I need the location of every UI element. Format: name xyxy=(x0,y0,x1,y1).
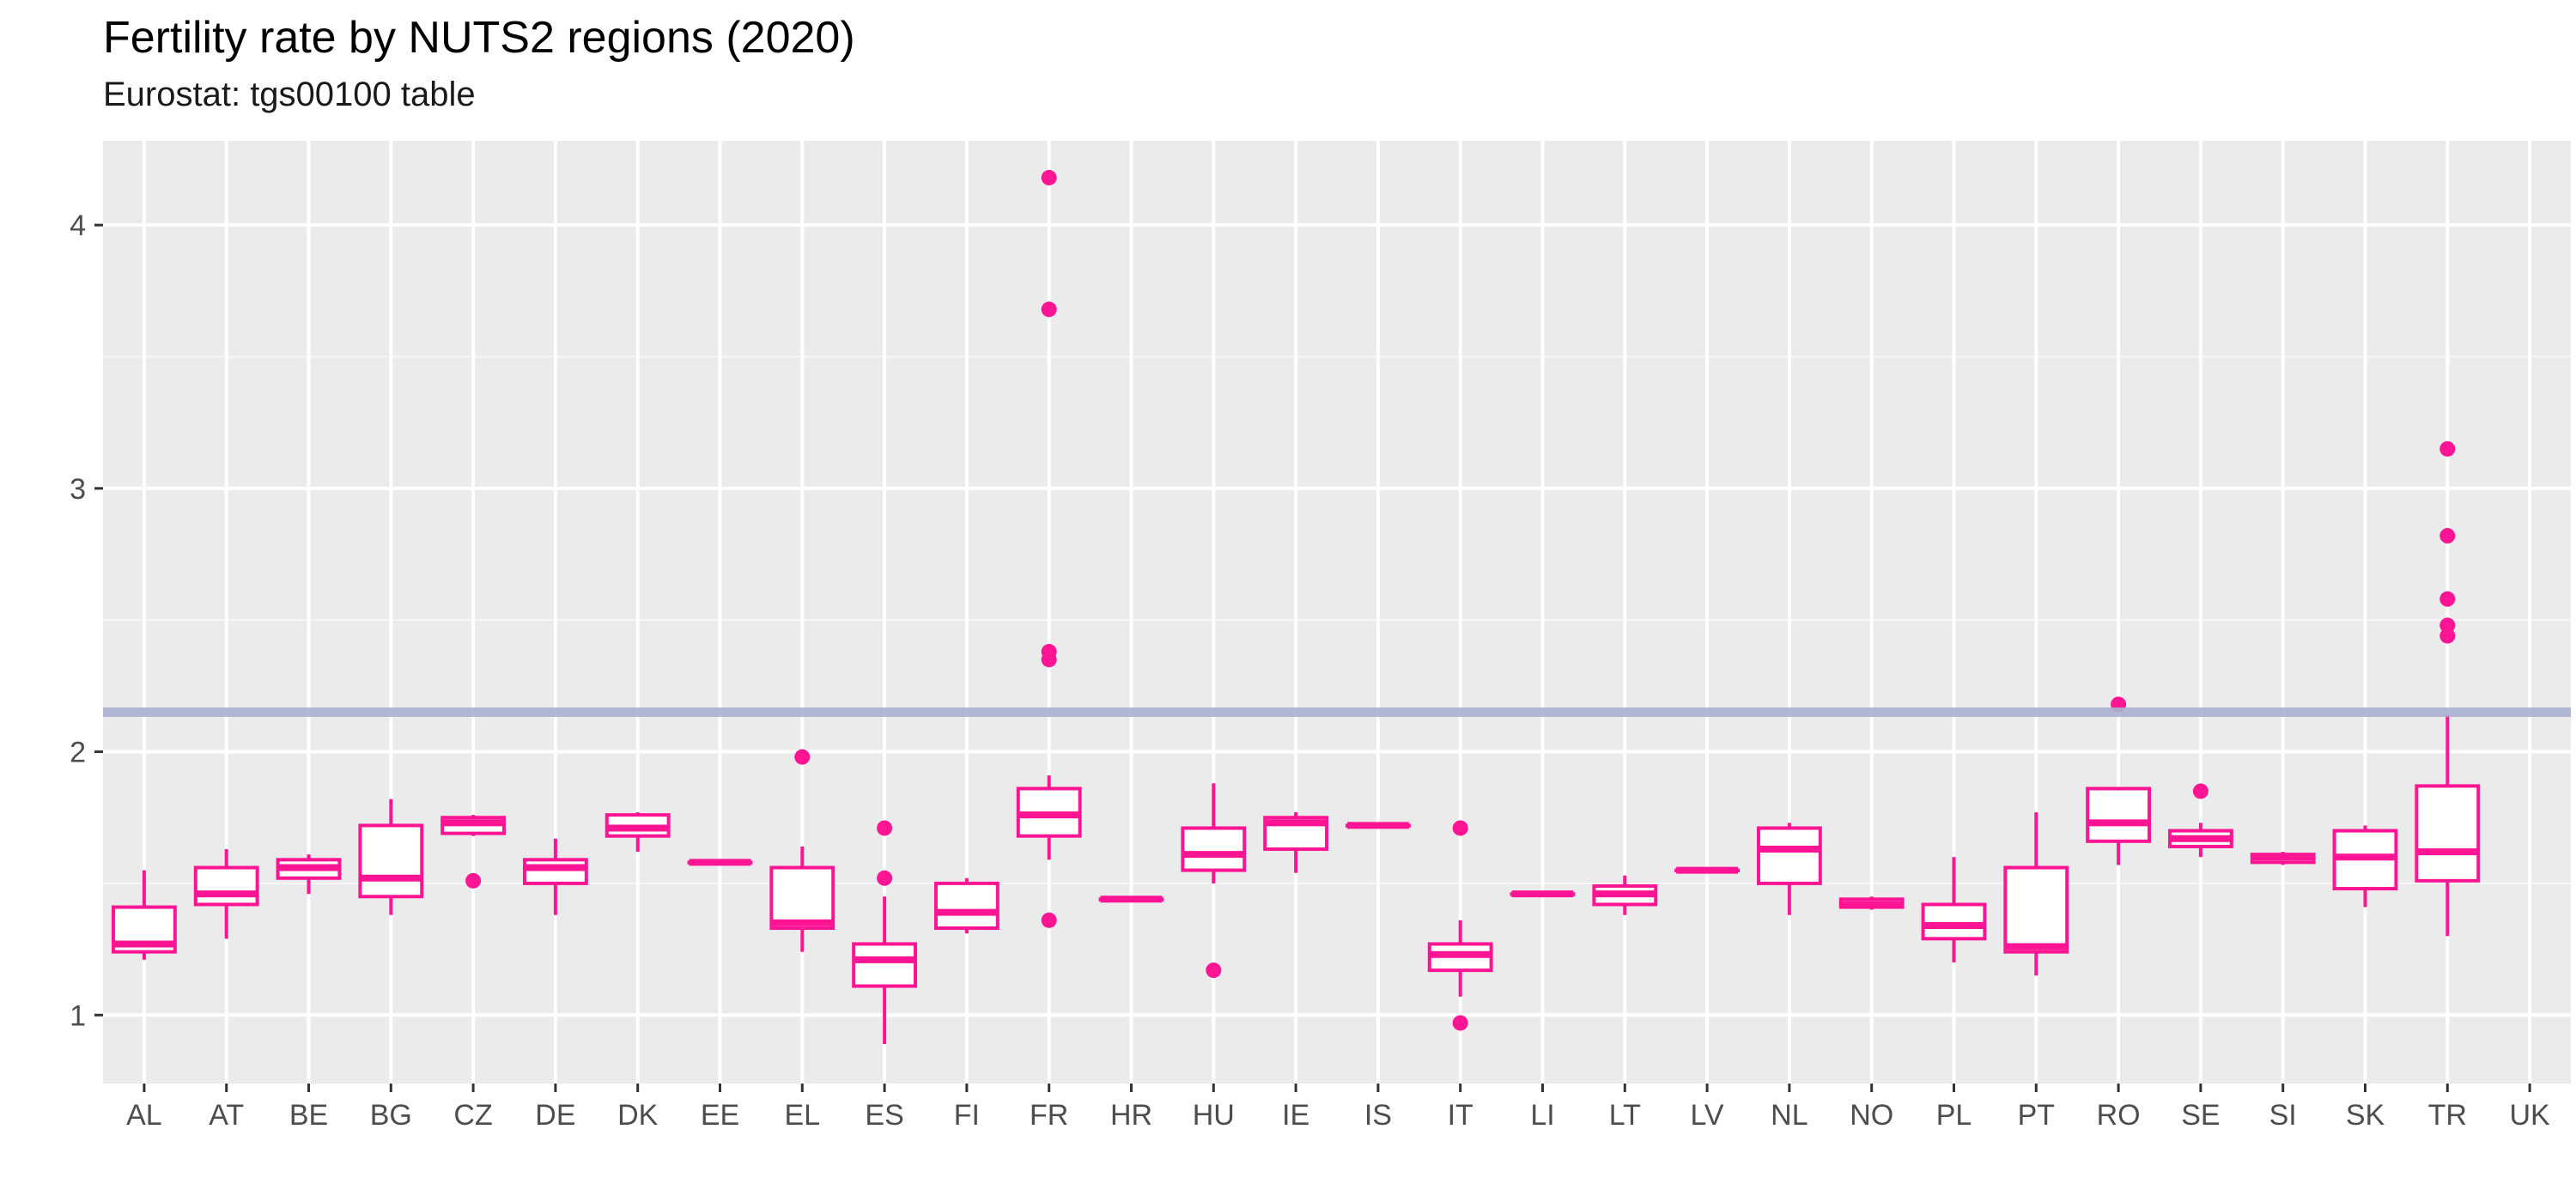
x-tick-label: DK xyxy=(617,1099,659,1132)
iqr-box xyxy=(852,942,918,988)
outlier-point xyxy=(2192,783,2208,799)
x-tick-label: PL xyxy=(1936,1099,1972,1132)
x-tick-label: LI xyxy=(1530,1099,1554,1132)
x-tick-label: IE xyxy=(1282,1099,1309,1132)
outlier-point xyxy=(877,820,893,836)
box-DE xyxy=(522,838,588,915)
y-tick-label: 4 xyxy=(70,209,86,242)
iqr-box xyxy=(1756,826,1822,885)
x-tick-label: CZ xyxy=(453,1099,492,1132)
box-NL xyxy=(1756,823,1822,915)
x-tick-label: SE xyxy=(2181,1099,2220,1132)
x-tick-label: UK xyxy=(2509,1099,2550,1132)
iqr-box xyxy=(193,865,259,907)
outlier-point xyxy=(1452,820,1468,836)
x-tick-label: EE xyxy=(701,1099,739,1132)
iqr-box xyxy=(1181,826,1247,872)
x-tick-label: HU xyxy=(1193,1099,1235,1132)
outlier-point xyxy=(2439,528,2456,544)
outlier-point xyxy=(794,749,811,765)
x-tick-label: ES xyxy=(865,1099,903,1132)
box-DK xyxy=(605,812,671,853)
box-AT xyxy=(193,849,259,939)
x-tick-label: LT xyxy=(1609,1099,1641,1132)
box-BE xyxy=(276,854,342,895)
outlier-point xyxy=(2439,617,2456,634)
x-tick-label: IS xyxy=(1364,1099,1392,1132)
x-tick-label: SI xyxy=(2269,1099,2297,1132)
iqr-box xyxy=(1921,902,1987,941)
y-tick-label: 2 xyxy=(70,737,86,769)
x-tick-label: SK xyxy=(2346,1099,2385,1132)
x-tick-label: NL xyxy=(1771,1099,1807,1132)
iqr-box xyxy=(2003,865,2069,954)
x-tick-label: AT xyxy=(209,1099,244,1132)
box-SK xyxy=(2332,825,2398,908)
chart-subtitle: Eurostat: tgs00100 table xyxy=(103,76,476,113)
box-AL xyxy=(111,870,177,960)
box-HU xyxy=(1181,783,1247,979)
box-EL xyxy=(769,749,835,952)
outlier-point xyxy=(2439,591,2456,607)
y-tick-label: 1 xyxy=(70,999,86,1032)
outlier-point xyxy=(1452,1015,1468,1031)
outlier-point xyxy=(1041,644,1057,660)
outlier-point xyxy=(2439,440,2456,457)
x-tick-label: LV xyxy=(1691,1099,1724,1132)
x-tick-label: NO xyxy=(1850,1099,1893,1132)
x-tick-label: BE xyxy=(289,1099,328,1132)
box-NO xyxy=(1838,896,1905,910)
box-IE xyxy=(1263,812,1329,873)
box-SE xyxy=(2167,783,2233,858)
x-tick-label: BG xyxy=(370,1099,412,1132)
plot-panel xyxy=(103,141,2571,1084)
x-tick-label: DE xyxy=(535,1099,575,1132)
iqr-box xyxy=(769,865,835,931)
chart-title: Fertility rate by NUTS2 regions (2020) xyxy=(103,13,855,63)
box-TR xyxy=(2415,440,2481,937)
box-ES xyxy=(852,820,918,1044)
outlier-point xyxy=(1041,169,1057,185)
outlier-point xyxy=(877,870,893,886)
x-tick-label: AL xyxy=(126,1099,162,1132)
box-FR xyxy=(1016,169,1082,928)
box-IT xyxy=(1427,820,1493,1031)
x-tick-label: EL xyxy=(785,1099,821,1132)
box-EE xyxy=(687,859,753,866)
y-tick-label: 3 xyxy=(70,473,86,506)
box-PL xyxy=(1921,857,1987,962)
box-LT xyxy=(1592,875,1658,915)
box-IS xyxy=(1345,822,1411,829)
x-tick-label: FI xyxy=(954,1099,980,1132)
box-FI xyxy=(933,877,999,934)
x-tick-label: FR xyxy=(1030,1099,1068,1132)
iqr-box xyxy=(933,881,999,931)
box-SI xyxy=(2250,852,2316,865)
x-tick-label: IT xyxy=(1448,1099,1473,1132)
x-tick-label: HR xyxy=(1110,1099,1152,1132)
box-LI xyxy=(1510,890,1576,898)
box-CZ xyxy=(440,815,507,889)
iqr-box xyxy=(2086,786,2152,843)
outlier-point xyxy=(1041,912,1057,928)
box-HR xyxy=(1098,895,1164,903)
iqr-box xyxy=(2415,784,2481,883)
x-tick-label: RO xyxy=(2097,1099,2141,1132)
iqr-box xyxy=(358,823,424,899)
box-BG xyxy=(358,798,424,915)
outlier-point xyxy=(1041,301,1057,318)
outlier-point xyxy=(465,872,482,889)
x-tick-label: PT xyxy=(2018,1099,2055,1132)
iqr-box xyxy=(522,858,588,885)
outlier-point xyxy=(1206,962,1222,979)
x-tick-label: TR xyxy=(2428,1099,2467,1132)
box-PT xyxy=(2003,812,2069,976)
